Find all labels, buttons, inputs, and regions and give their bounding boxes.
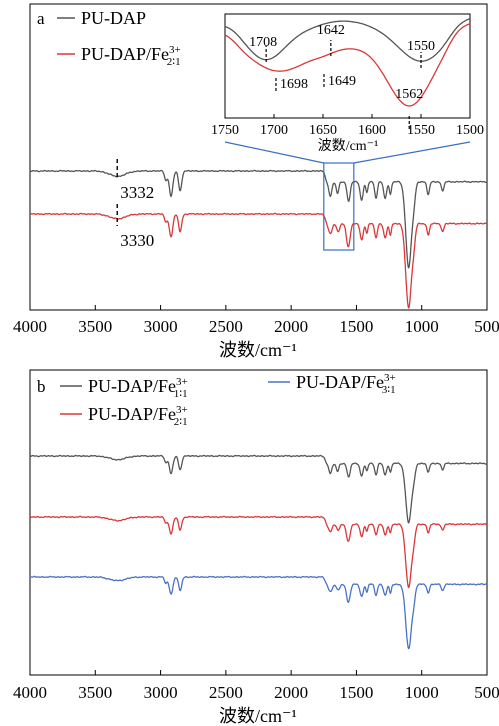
x-tick-label: 1000 bbox=[405, 683, 439, 702]
panel-label: a bbox=[37, 9, 45, 28]
x-tick-label: 1000 bbox=[405, 317, 439, 336]
x-tick-label: 2500 bbox=[209, 317, 243, 336]
inset-peak-label: 1550 bbox=[407, 39, 435, 54]
x-tick-label: 3000 bbox=[144, 317, 178, 336]
plot-frame bbox=[29, 369, 488, 676]
x-tick-label: 500 bbox=[474, 317, 499, 336]
x-tick-label: 2000 bbox=[274, 317, 308, 336]
x-tick-label: 2000 bbox=[274, 683, 308, 702]
peak-label: 3330 bbox=[120, 231, 154, 250]
panel-label: b bbox=[37, 377, 46, 396]
series-line bbox=[30, 212, 487, 309]
x-tick-label: 3500 bbox=[78, 317, 112, 336]
legend-entry: PU-DAP/Fe3+ 2∶1 bbox=[88, 404, 188, 428]
x-axis-title: 波数/cm⁻¹ bbox=[219, 706, 297, 726]
legend-entry: PU-DAP/Fe3+ 2∶1 bbox=[81, 44, 181, 68]
x-tick-label: 4000 bbox=[13, 683, 47, 702]
inset-x-tick-label: 1750 bbox=[211, 123, 239, 138]
x-tick-label: 3500 bbox=[78, 683, 112, 702]
plot-frame bbox=[29, 3, 488, 311]
inset-x-tick-label: 1600 bbox=[358, 123, 386, 138]
inset-x-axis-title: 波数/cm⁻¹ bbox=[318, 138, 379, 154]
legend-entry: PU-DAP/Fe3+ 3∶1 bbox=[296, 372, 396, 396]
inset-peak-label: 1649 bbox=[328, 74, 356, 89]
inset-x-tick-label: 1650 bbox=[309, 123, 337, 138]
x-tick-label: 1500 bbox=[339, 317, 373, 336]
x-axis-title: 波数/cm⁻¹ bbox=[219, 340, 297, 360]
inset-series-line bbox=[224, 23, 471, 107]
legend-entry: PU-DAP bbox=[81, 8, 146, 28]
inset-peak-label: 1642 bbox=[317, 23, 345, 38]
x-tick-label: 500 bbox=[474, 683, 499, 702]
inset-peak-label: 1698 bbox=[280, 77, 308, 92]
series-line bbox=[29, 575, 488, 650]
panel-b: b 4000 3500 3000 2500 2000 1500 1000 500 波数/cm⁻¹ P… bbox=[13, 369, 499, 726]
zoom-connector bbox=[353, 141, 471, 164]
inset-x-tick-label: 1700 bbox=[260, 123, 288, 138]
inset-x-tick-label: 1550 bbox=[407, 123, 435, 138]
x-tick-label: 1500 bbox=[339, 683, 373, 702]
x-tick-label: 3000 bbox=[144, 683, 178, 702]
series-line bbox=[29, 515, 487, 589]
series-line bbox=[29, 454, 488, 524]
legend-entry: PU-DAP/Fe3+ 1∶1 bbox=[88, 376, 188, 400]
x-tick-label: 2500 bbox=[209, 683, 243, 702]
peak-label: 3332 bbox=[120, 183, 154, 202]
panel-a: a 4000 3500 3000 2500 2000 1500 1000 500 波数/cm⁻¹ P… bbox=[13, 3, 499, 360]
inset-peak-label: 1708 bbox=[249, 35, 277, 50]
series-line bbox=[29, 169, 488, 269]
inset-peak-label: 1562 bbox=[395, 87, 423, 102]
zoom-box bbox=[323, 162, 355, 251]
inset-x-tick-label: 1500 bbox=[456, 123, 484, 138]
zoom-connector bbox=[224, 141, 324, 164]
x-tick-label: 4000 bbox=[13, 317, 47, 336]
inset-frame bbox=[224, 13, 471, 119]
